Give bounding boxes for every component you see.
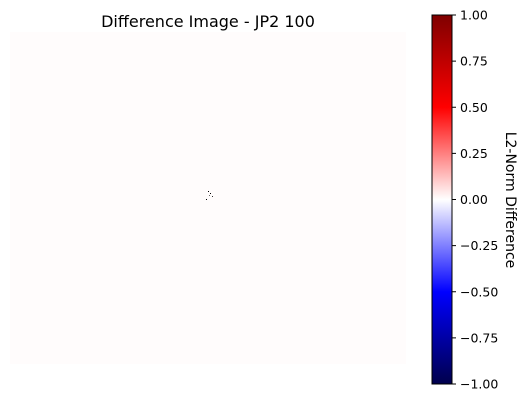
difference-image <box>10 32 406 364</box>
diff-pixel <box>206 199 207 200</box>
colorbar-tick-label: −0.75 <box>460 330 498 345</box>
diff-pixel <box>208 191 209 192</box>
colorbar-tick-label: 0.00 <box>460 192 488 207</box>
colorbar-tick-label: 0.25 <box>460 146 488 161</box>
colorbar: 1.00 0.75 0.50 0.25 0.00 −0.25 −0.50 −0.75 −1.00 <box>431 8 498 392</box>
diff-pixel <box>210 193 211 194</box>
nonzero-pixels <box>206 191 213 200</box>
colorbar-tick-label: −1.00 <box>460 377 498 392</box>
colorbar-tick-label: −0.50 <box>460 284 498 299</box>
colorbar-label: L2-Norm Difference <box>502 132 518 269</box>
colorbar-tick-label: 0.75 <box>460 54 488 69</box>
colorbar-tick-label: 1.00 <box>460 8 488 23</box>
colorbar-tick-label: −0.25 <box>460 238 498 253</box>
colorbar-gradient <box>431 14 453 385</box>
colorbar-ticks: 1.00 0.75 0.50 0.25 0.00 −0.25 −0.50 −0.75 −1.00 <box>452 8 498 392</box>
diff-pixel <box>209 195 210 196</box>
diff-pixel <box>212 196 213 197</box>
chart-title: Difference Image - JP2 100 <box>101 12 315 31</box>
colorbar-tick-label: 0.50 <box>460 100 488 115</box>
